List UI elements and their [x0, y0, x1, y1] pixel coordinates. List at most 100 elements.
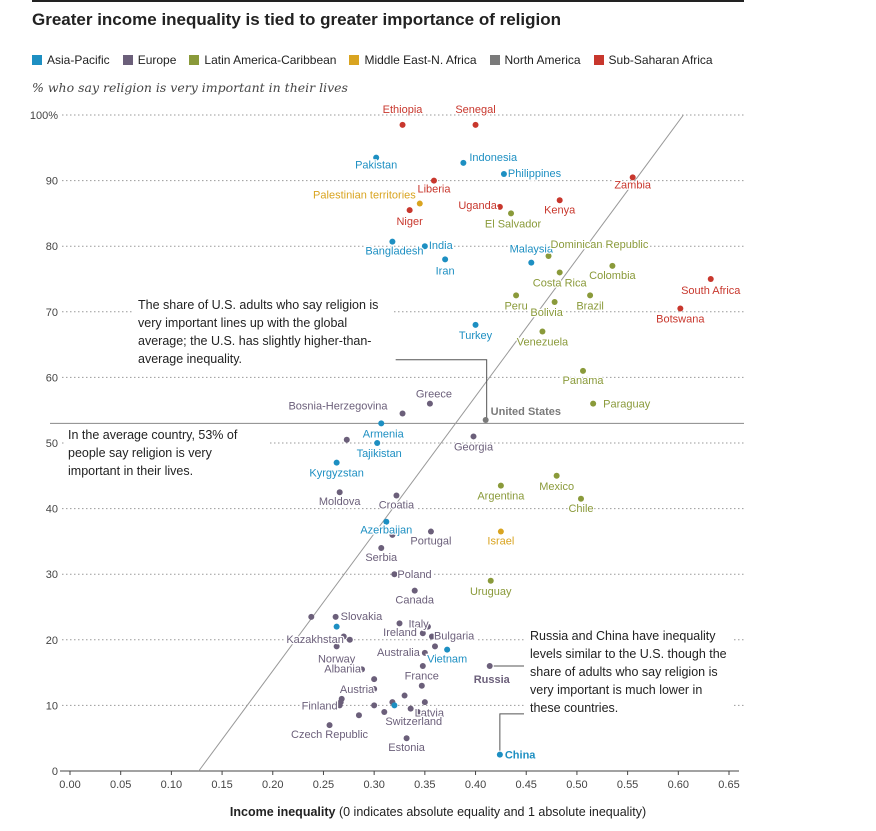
x-tick-label: 0.00	[59, 779, 80, 791]
trend-line	[198, 114, 684, 772]
point-moldova	[336, 489, 343, 496]
y-tick-label: 60	[46, 372, 58, 384]
point-kenya	[556, 197, 563, 204]
point-argentina	[497, 482, 504, 489]
chart-subtitle: % who say religion is very important in …	[32, 80, 348, 95]
legend-swatch-sub-saharan-africa	[593, 55, 604, 65]
label-ethiopia: Ethiopia	[383, 104, 424, 116]
point-senegal	[472, 121, 479, 128]
label-turkey: Turkey	[459, 330, 493, 342]
x-tick-label: 0.60	[668, 779, 689, 791]
data-point	[355, 712, 362, 719]
point-pakistan	[373, 154, 380, 161]
point-estonia	[403, 735, 410, 742]
legend-label-asia-pacific: Asia-Pacific	[47, 53, 110, 67]
legend-swatch-europe	[122, 55, 133, 65]
label-senegal: Senegal	[455, 104, 495, 116]
point-panama	[580, 367, 587, 374]
point-bosnia-herzegovina	[399, 410, 406, 417]
y-tick-label: 40	[46, 504, 58, 516]
point-vietnam	[444, 646, 451, 653]
data-point	[419, 663, 426, 670]
label-pakistan: Pakistan	[355, 160, 397, 172]
point-latvia	[407, 705, 414, 712]
data-point	[424, 623, 431, 630]
label-china: China	[505, 750, 536, 762]
data-point	[343, 436, 350, 443]
point-finland	[336, 702, 343, 709]
y-tick-label: 50	[46, 438, 58, 450]
x-tick-label: 0.25	[313, 779, 334, 791]
data-point	[391, 702, 398, 709]
y-tick-label: 90	[46, 176, 58, 188]
label-bangladesh: Bangladesh	[365, 246, 423, 258]
point-dominican-republic	[545, 253, 552, 260]
label-panama: Panama	[563, 375, 605, 387]
label-kazakhstan: Kazakhstan	[286, 634, 343, 646]
label-slovakia: Slovakia	[341, 611, 383, 623]
average-annotation: In the average country, 53% of people sa…	[64, 424, 268, 482]
label-finland: Finland	[302, 700, 338, 712]
label-uganda: Uganda	[458, 200, 497, 212]
point-malaysia	[528, 259, 535, 266]
point-ireland	[419, 630, 426, 637]
label-bulgaria: Bulgaria	[434, 631, 475, 643]
label-zambia: Zambia	[614, 179, 652, 191]
point-australia	[421, 649, 428, 656]
point-tajikistan	[374, 440, 381, 446]
point-united-states	[482, 417, 489, 424]
point-venezuela	[539, 328, 546, 335]
label-australia: Australia	[377, 647, 421, 659]
legend-label-sub-saharan-africa: Sub-Saharan Africa	[608, 53, 713, 67]
x-tick-label: 0.40	[465, 779, 486, 791]
point-south-africa	[707, 276, 714, 282]
x-axis-title-rest: (0 indicates absolute equality and 1 abs…	[335, 805, 647, 819]
label-argentina: Argentina	[477, 491, 525, 503]
x-tick-label: 0.15	[211, 779, 232, 791]
point-philippines	[500, 171, 507, 178]
legend-label-north-america: North America	[504, 53, 581, 67]
label-latvia: Latvia	[415, 708, 445, 720]
point-liberia	[430, 177, 437, 184]
x-tick-label: 0.45	[516, 779, 537, 791]
data-point	[389, 531, 396, 538]
y-tick-label: 30	[46, 569, 58, 581]
x-tick-label: 0.05	[110, 779, 131, 791]
label-mexico: Mexico	[539, 481, 574, 493]
point-india	[421, 243, 428, 250]
y-tick-label: 80	[46, 241, 58, 253]
label-albania: Albania	[324, 663, 362, 675]
legend-item-middle-east: Middle East-N. Africa	[349, 53, 477, 67]
label-armenia: Armenia	[363, 428, 405, 440]
legend-item-north-america: North America	[489, 53, 581, 67]
label-bolivia: Bolivia	[530, 307, 563, 319]
point-austria	[371, 686, 378, 692]
label-liberia: Liberia	[417, 184, 451, 196]
point-czech-republic	[326, 722, 333, 729]
label-tajikistan: Tajikistan	[357, 448, 402, 460]
label-uruguay: Uruguay	[470, 586, 512, 598]
point-greece	[426, 400, 433, 407]
chart-title: Greater income inequality is tied to gre…	[32, 10, 562, 29]
legend-item-sub-saharan-africa: Sub-Saharan Africa	[593, 53, 713, 67]
label-colombia: Colombia	[589, 270, 636, 282]
label-costa-rica: Costa Rica	[533, 277, 588, 289]
data-point	[333, 623, 340, 630]
point-croatia	[393, 492, 400, 499]
label-iran: Iran	[436, 265, 455, 277]
point-kyrgyzstan	[333, 459, 340, 466]
us-leader-line	[395, 359, 488, 421]
label-venezuela: Venezuela	[517, 336, 569, 348]
point-paraguay	[590, 400, 597, 407]
x-tick-label: 0.30	[363, 779, 384, 791]
label-serbia: Serbia	[365, 552, 398, 564]
label-chile: Chile	[568, 503, 593, 515]
point-canada	[411, 587, 418, 594]
point-mexico	[553, 472, 560, 479]
label-india: India	[429, 240, 454, 252]
label-estonia: Estonia	[388, 742, 426, 754]
x-tick-label: 0.10	[161, 779, 182, 791]
legend-label-latin-america: Latin America-Caribbean	[204, 53, 337, 67]
label-czech-republic: Czech Republic	[291, 729, 369, 741]
